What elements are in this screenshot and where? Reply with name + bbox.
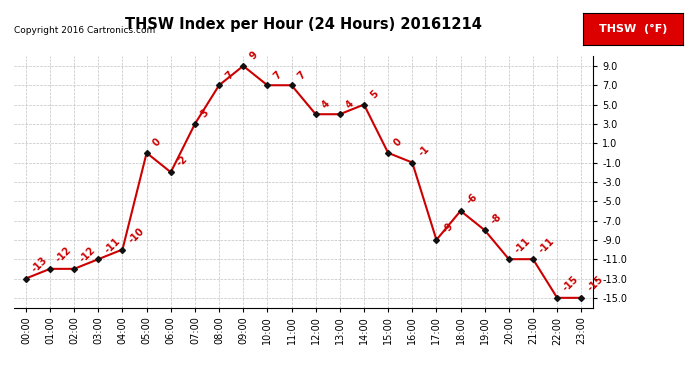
Text: 7: 7	[224, 69, 235, 81]
Text: 0: 0	[151, 137, 163, 149]
Text: -9: -9	[441, 221, 455, 236]
Text: 4: 4	[344, 98, 356, 110]
Text: -8: -8	[489, 211, 504, 226]
Text: -13: -13	[30, 255, 50, 274]
Text: 4: 4	[320, 98, 332, 110]
Text: -11: -11	[103, 236, 122, 255]
Text: Copyright 2016 Cartronics.com: Copyright 2016 Cartronics.com	[14, 26, 155, 35]
Text: 5: 5	[368, 88, 380, 101]
Text: THSW  (°F): THSW (°F)	[599, 24, 667, 34]
Text: -2: -2	[175, 153, 190, 168]
Text: -15: -15	[562, 274, 581, 294]
Text: 0: 0	[393, 137, 404, 149]
Text: -11: -11	[538, 236, 557, 255]
Text: 7: 7	[272, 69, 284, 81]
Text: -1: -1	[417, 144, 431, 158]
Text: THSW Index per Hour (24 Hours) 20161214: THSW Index per Hour (24 Hours) 20161214	[125, 17, 482, 32]
Text: 7: 7	[296, 69, 308, 81]
Text: 9: 9	[248, 50, 259, 62]
Text: -12: -12	[79, 245, 98, 265]
Text: -6: -6	[465, 192, 480, 207]
Text: -12: -12	[55, 245, 74, 265]
Text: -15: -15	[586, 274, 605, 294]
Text: 3: 3	[199, 108, 211, 120]
Text: -10: -10	[127, 226, 146, 245]
Text: -11: -11	[513, 236, 533, 255]
